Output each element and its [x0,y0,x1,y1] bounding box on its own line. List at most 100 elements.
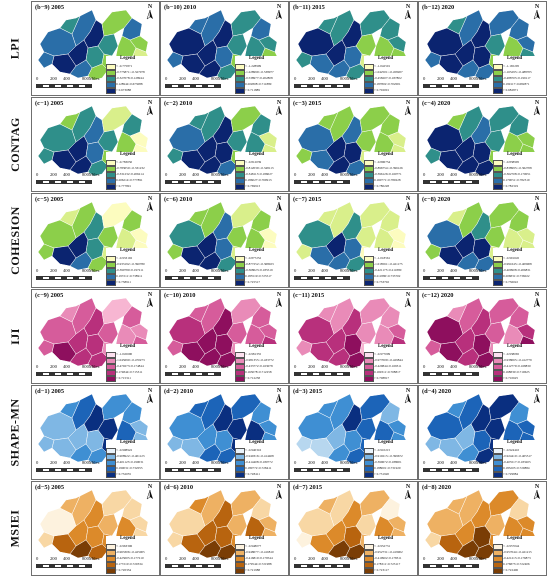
scale-bar-graphic [294,84,350,88]
north-arrow-shape [533,202,540,212]
legend-text: -0.488705~0.199117 [503,76,531,80]
legend-swatch [364,166,374,172]
legend-swatch [493,472,503,478]
scale-bar-graphic [423,564,479,568]
panel-label: (c−6) 2010 [164,196,193,203]
map-region [188,399,210,419]
legend-item: -0.538977~0.202808 [235,76,287,82]
legend-title: Legend [378,152,394,157]
north-arrow-shape [275,10,282,20]
legend-swatch [235,178,245,184]
row-label-text: LPI [7,37,22,60]
map-region [37,531,55,549]
legend-swatch [364,550,374,556]
legend-text: -0.362708~0.170051 [503,172,531,176]
north-arrow-icon: N [403,292,413,308]
map-region [424,339,442,357]
north-arrow-icon: N [274,388,284,404]
scale-number: 800Miles [340,364,358,369]
legend-text: > 0.710625 [503,376,519,380]
legend-text: 0.178311~0.723117 [374,562,401,566]
scale-bar-graphic [165,372,221,376]
legend-text: -0.414408~0.180772 [245,460,273,464]
legend-swatch [106,352,116,358]
scale-bar: 0 200 400 800Miles [294,364,358,380]
scale-number: 800Miles [82,268,100,273]
north-label: N [147,292,153,298]
legend-item: > 0.723117 [364,568,416,574]
scale-number: 0 [423,556,426,561]
north-arrow-shape [146,10,153,20]
legend-item: > 0.720334 [106,568,158,574]
legend-swatch [235,172,245,178]
legend-swatch [235,268,245,274]
map-region [188,495,210,515]
legend-text: -0.963306~-0.425005 [116,550,145,554]
legend-item: -0.327078~0.128944 [106,76,158,82]
row-label-cohesion: COHESION [0,193,30,288]
north-arrow-shape [275,106,282,116]
map-region [317,495,339,515]
legend-text: 0.177210~0.720334 [116,562,143,566]
legend-title: Legend [378,248,394,253]
legend-text: 0.180772~0.728411 [245,466,272,470]
north-arrow-icon: N [145,388,155,404]
row-label-shape-mn: SHAPE-MN [0,385,30,480]
map-region [295,531,313,549]
legend-item: > 0.712258 [235,376,287,382]
scale-number: 0 [294,268,297,273]
legend-swatch [235,448,245,454]
legend-swatch [493,550,503,556]
scale-bar: 0 200 400 800Miles [423,172,486,188]
legend-text: -0.399672~0.188001 [374,460,402,464]
map-region [59,399,81,419]
legend-swatch [493,172,503,178]
scale-bar: 0 200 400 800Miles [165,76,228,92]
legend-text: < -0.896754 [374,160,391,164]
north-label: N [276,484,282,490]
legend-swatch [235,568,245,574]
legend: Legend < -0.977009 -0.977009~-0.429844 -0.4… [364,344,416,382]
north-label: N [405,4,411,10]
legend-item: > 0.711889 [235,88,287,94]
legend-text: > 0.777891 [116,184,132,188]
scale-number: 0 [36,76,39,81]
legend-text: 0.190031~0.732055 [116,466,143,470]
scale-number: 0 [36,172,39,177]
scale-number: 200 [179,460,186,465]
north-label: N [276,4,282,10]
scale-number: 200 [179,268,186,273]
north-label: N [147,484,153,490]
legend-item: -0.783050~-0.331232 [106,166,158,172]
map-panel: (d−2) 2010 N 0 200 400 800Miles Legend < -0.940… [160,385,289,480]
legend-swatch [106,280,116,286]
legend-item: < -1.042501 [364,64,416,70]
panel-label: (d−8) 2020 [422,484,452,491]
scale-bar-graphic [165,84,221,88]
row-label-iji: IJI [0,289,30,384]
legend-swatch [235,64,245,70]
scale-bar: 0 200 400 800Miles [423,268,486,284]
legend-text: -0.952731~-0.419902 [374,550,403,554]
scale-number: 200 [308,364,315,369]
legend-item: -0.952731~-0.419902 [364,550,416,556]
map-panel: (d−5) 2005 N 0 200 400 800Miles Legend < -0.963… [31,481,160,576]
legend-title: Legend [120,536,136,541]
legend-item: < -0.775871 [106,64,158,70]
map-panel: (d−8) 2020 N 0 200 400 800Miles Legend < -0.957… [418,481,547,576]
legend-swatch [106,376,116,382]
legend-swatch [493,376,503,382]
legend-swatch [106,448,116,454]
scale-number: 200 [50,268,57,273]
legend-text: > 0.728411 [245,472,260,476]
legend-text: 0.211880~0.733702 [374,274,401,278]
panel-label: (d−7) 2015 [293,484,323,491]
scale-number: 400 [63,460,70,465]
map-region [188,111,210,131]
legend-text: < -0.877252 [245,256,262,260]
map-panel: (d−3) 2015 N 0 200 400 800Miles Legend < -0.910… [289,385,418,480]
legend-swatch [364,88,374,94]
legend-text: -0.421175~0.211880 [374,268,402,272]
legend-swatch [493,358,503,364]
legend-item: -0.419902~0.178311 [364,556,416,562]
